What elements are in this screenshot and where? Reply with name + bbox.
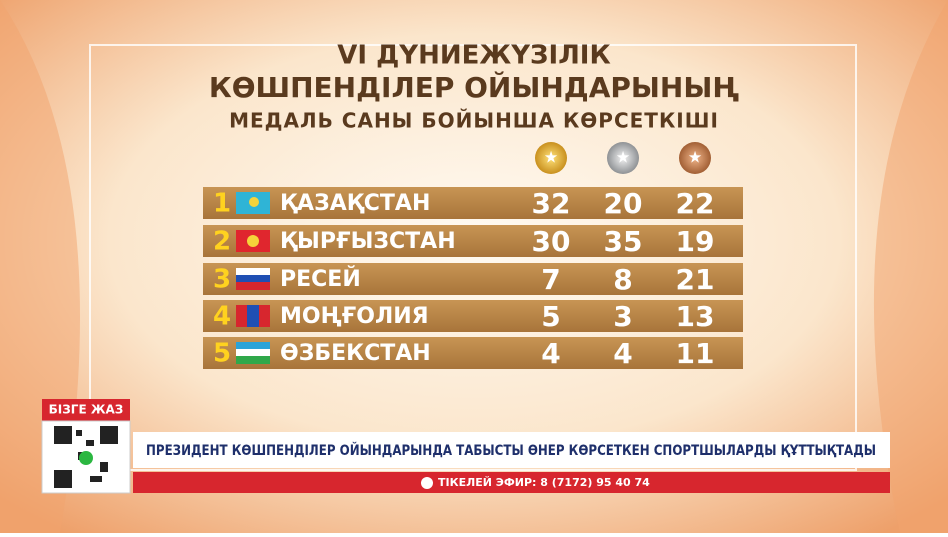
table-row — [203, 225, 743, 257]
medal-count: 4 — [541, 337, 560, 370]
medal-count: 20 — [604, 187, 643, 220]
medal-count: 22 — [676, 187, 715, 220]
flag — [249, 197, 259, 207]
ticker-headline: ПРЕЗИДЕНТ КӨШПЕНДІЛЕР ОЙЫНДАРЫНДА ТАБЫСТ… — [146, 442, 876, 459]
rank: 3 — [213, 265, 231, 295]
medal-count: 7 — [541, 263, 560, 296]
country: ҚЫРҒЫЗСТАН — [280, 229, 456, 254]
table-row — [203, 263, 743, 295]
medal-count: 8 — [613, 263, 632, 296]
svg-text:★: ★ — [544, 148, 558, 167]
table-row — [203, 187, 743, 219]
flag — [236, 342, 270, 350]
medal-count: 13 — [676, 300, 715, 333]
rank: 4 — [213, 302, 231, 332]
medal-count: 4 — [613, 337, 632, 370]
medal-count: 3 — [613, 300, 632, 333]
medal-count: 5 — [541, 300, 560, 333]
flag — [236, 282, 270, 290]
rank: 1 — [213, 189, 231, 219]
medal-count: 35 — [604, 225, 643, 258]
medal-count: 11 — [676, 337, 715, 370]
ticker-bar — [133, 432, 890, 468]
flag — [236, 268, 270, 276]
svg-text:★: ★ — [688, 148, 702, 167]
table-row — [203, 337, 743, 369]
flag — [236, 305, 247, 327]
rank: 2 — [213, 227, 231, 257]
country: МОҢҒОЛИЯ — [280, 304, 429, 329]
title-line: КӨШПЕНДІЛЕР ОЙЫНДАРЫНЫҢ — [209, 70, 740, 104]
flag — [236, 349, 270, 357]
sidebar-tab — [42, 399, 130, 421]
medal-count: 21 — [676, 263, 715, 296]
rank: 5 — [213, 339, 231, 369]
country: ҚАЗАҚСТАН — [280, 191, 430, 216]
title-line: VI ДҮНИЕЖҮЗІЛІК — [337, 41, 610, 71]
medal-count: 19 — [676, 225, 715, 258]
svg-text:★: ★ — [616, 148, 630, 167]
qr-code — [54, 426, 118, 488]
country: РЕСЕЙ — [280, 266, 361, 292]
medal-icons: ★ ★ ★ — [535, 142, 711, 174]
contact-text: ТІКЕЛЕЙ ЭФИР: 8 (7172) 95 40 74 — [438, 476, 650, 489]
flag — [247, 235, 259, 247]
medal-count: 30 — [532, 225, 571, 258]
subtitle: МЕДАЛЬ САНЫ БОЙЫНША КӨРСЕТКІШІ — [229, 109, 719, 133]
contact-icon — [421, 477, 433, 489]
flag — [259, 305, 270, 327]
medal-table: 1 ҚАЗАҚСТАН 32 20 222 ҚЫРҒЫЗСТАН 30 35 193 РЕСЕЙ 7… — [203, 187, 743, 370]
flag — [236, 275, 270, 283]
table-row — [203, 300, 743, 332]
sidebar-label: БІЗГЕ ЖАЗ — [49, 403, 124, 417]
contact-strip — [133, 472, 890, 493]
frame — [89, 44, 857, 471]
flag — [236, 356, 270, 364]
country: ӨЗБЕКСТАН — [280, 341, 431, 366]
medal-count: 32 — [532, 187, 571, 220]
